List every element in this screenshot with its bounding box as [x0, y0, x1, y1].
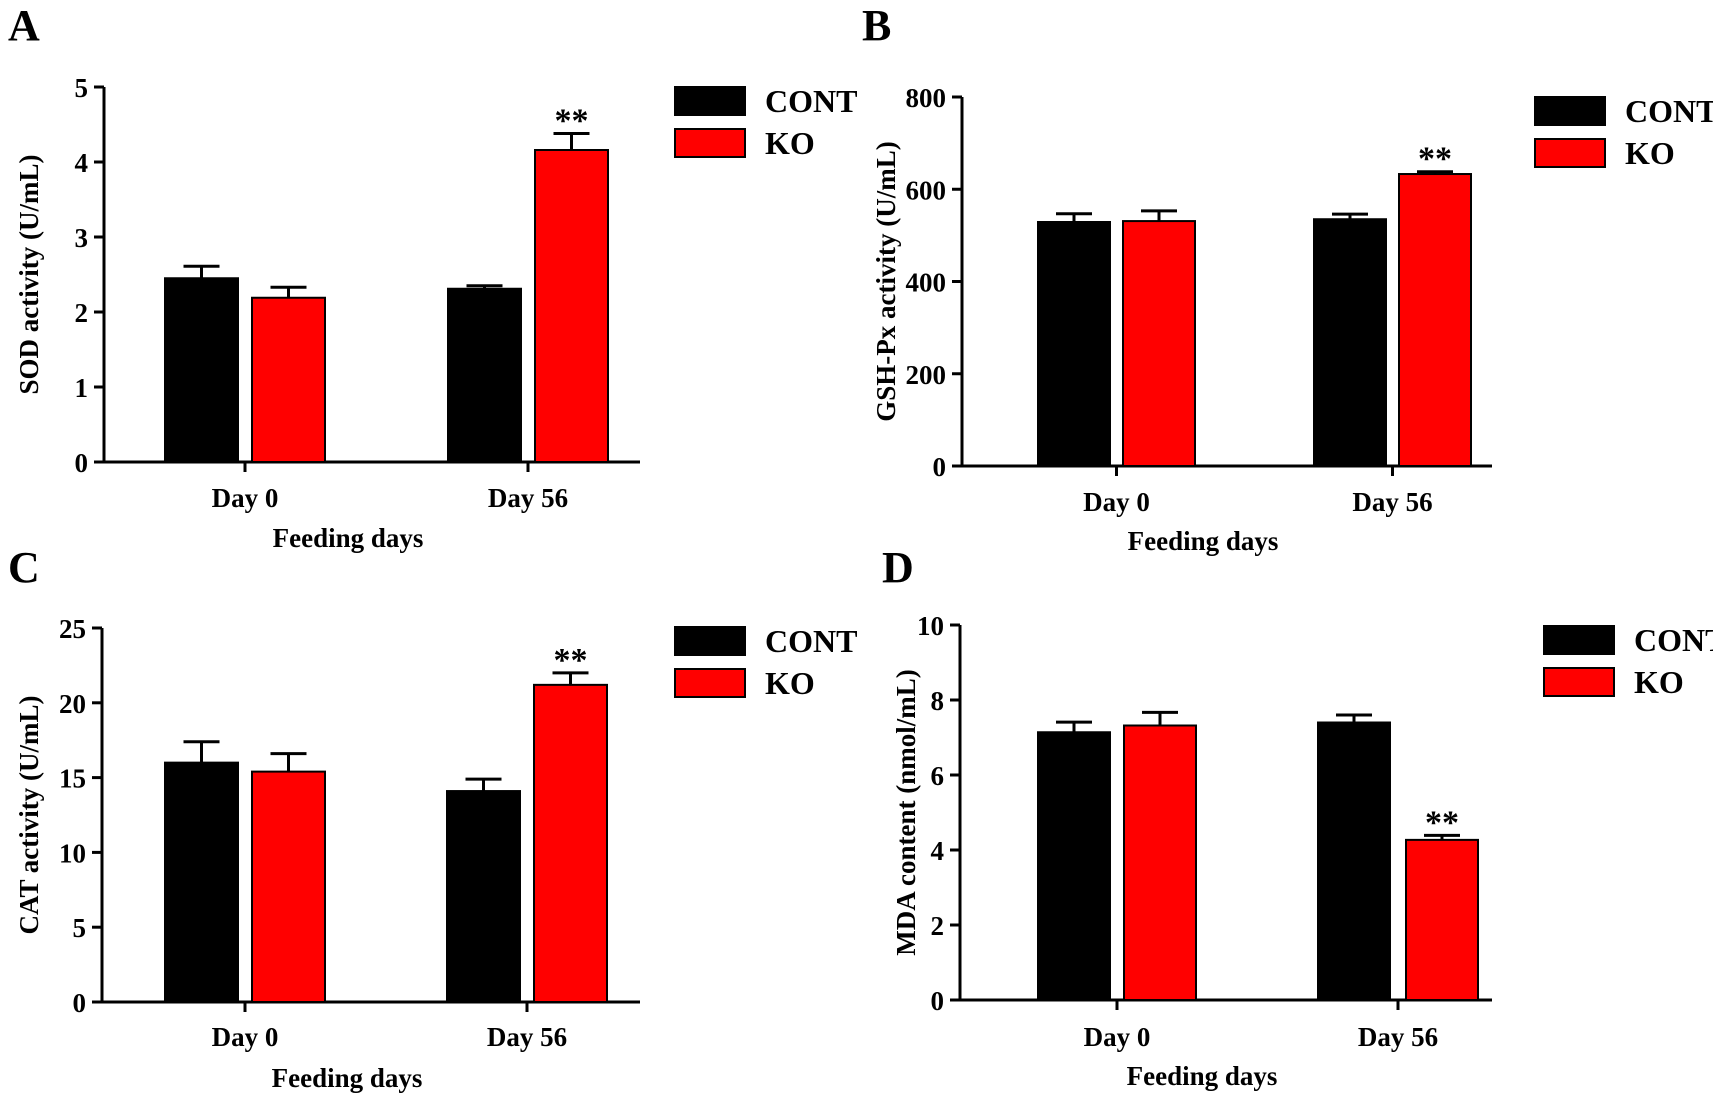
x-axis-label: Feeding days: [1127, 1061, 1278, 1091]
bar-cont-day-0: [1037, 731, 1111, 1001]
y-tick-label: 15: [59, 764, 86, 794]
x-tick-label: Day 56: [488, 483, 568, 513]
legend-label-ko: KO: [765, 125, 815, 161]
bar-ko-day-0: [1123, 724, 1197, 1001]
y-tick-label: 5: [75, 73, 89, 103]
y-tick-label: 0: [75, 448, 89, 478]
y-tick-label: 400: [906, 268, 947, 298]
bar-ko-day-0: [1122, 220, 1196, 467]
panel-b: B 0 200 400 600 800 Day 0 ** Day 56 Feeding days G…: [862, 1, 1713, 556]
panel-letter: A: [8, 1, 40, 50]
legend-swatch-cont: [1543, 625, 1615, 655]
y-axis-label: MDA content (nmol/mL): [891, 669, 921, 955]
legend-label-cont: CONT: [1625, 93, 1713, 129]
y-tick-label: 600: [906, 175, 947, 205]
y-tick-label: 0: [73, 988, 87, 1018]
panel-c: C 0 5 10 15 20 25 Day 0 ** Day 56 Feeding days CAT …: [8, 543, 857, 1093]
y-tick-label: 800: [906, 83, 947, 113]
y-tick-label: 5: [73, 913, 87, 943]
significance-marker: **: [1425, 804, 1459, 841]
y-tick-label: 6: [931, 761, 945, 791]
y-tick-label: 1: [75, 373, 89, 403]
significance-marker: **: [554, 642, 588, 679]
panel-d: D 0 2 4 6 8 10 Day 0 ** Day 56 Feeding days MDA con…: [882, 543, 1713, 1091]
bar-cont-day-0: [1037, 220, 1111, 467]
legend-label-cont: CONT: [765, 623, 857, 659]
x-tick-label: Day 0: [212, 483, 279, 513]
y-tick-label: 0: [931, 986, 945, 1016]
x-tick-label: Day 0: [1083, 487, 1150, 517]
bar-ko-day-56: [533, 683, 608, 1004]
bar-ko-day-56: [1405, 838, 1479, 1001]
bar-ko-day-56: [1398, 173, 1472, 467]
legend-swatch-cont: [674, 86, 746, 116]
bar-cont-day-0: [164, 277, 239, 463]
y-axis-label: GSH-Px activity (U/mL): [871, 141, 901, 421]
legend-label-cont: CONT: [1634, 622, 1713, 658]
legend: CONT KO: [674, 623, 857, 701]
bar-ko-day-0: [251, 770, 326, 1004]
y-tick-label: 200: [906, 360, 947, 390]
legend-swatch-ko: [674, 668, 746, 698]
legend-label-ko: KO: [765, 665, 815, 701]
legend-swatch-ko: [1534, 138, 1606, 168]
bar-ko-day-56: [534, 149, 609, 463]
legend-label-cont: CONT: [765, 83, 857, 119]
x-axis-label: Feeding days: [1128, 526, 1279, 556]
y-tick-label: 4: [931, 836, 945, 866]
y-tick-label: 10: [59, 838, 86, 868]
y-tick-label: 3: [75, 223, 89, 253]
panel-letter: B: [862, 1, 891, 50]
significance-marker: **: [1418, 141, 1452, 178]
x-tick-label: Day 0: [1084, 1022, 1151, 1052]
legend-label-ko: KO: [1625, 135, 1675, 171]
y-tick-label: 10: [917, 611, 944, 641]
y-tick-label: 2: [75, 298, 89, 328]
y-tick-label: 0: [933, 452, 947, 482]
panel-letter: D: [882, 543, 914, 592]
panel-a: A 0 1 2 3 4 5 Day 0 ** Day 56 Feeding days SOD acti…: [8, 1, 857, 553]
y-axis-label: CAT activity (U/mL): [14, 696, 44, 935]
x-tick-label: Day 56: [487, 1022, 567, 1052]
y-tick-label: 4: [75, 148, 89, 178]
x-axis-label: Feeding days: [273, 523, 424, 553]
y-tick-label: 8: [931, 686, 945, 716]
y-tick-label: 2: [931, 911, 945, 941]
x-tick-label: Day 56: [1358, 1022, 1438, 1052]
bar-cont-day-56: [447, 287, 522, 463]
x-tick-label: Day 0: [212, 1022, 279, 1052]
bar-cont-day-56: [446, 790, 521, 1004]
legend: CONT KO: [1534, 93, 1713, 171]
y-tick-label: 20: [59, 689, 86, 719]
bar-cont-day-0: [164, 761, 239, 1004]
bar-cont-day-56: [1313, 218, 1387, 467]
bar-ko-day-0: [251, 296, 326, 463]
legend-swatch-ko: [674, 128, 746, 158]
significance-marker: **: [555, 103, 589, 140]
legend: CONT KO: [1543, 622, 1713, 700]
panel-letter: C: [8, 543, 40, 592]
legend-swatch-cont: [674, 626, 746, 656]
x-tick-label: Day 56: [1352, 487, 1432, 517]
legend: CONT KO: [674, 83, 857, 161]
x-axis-label: Feeding days: [272, 1063, 423, 1093]
legend-swatch-ko: [1543, 667, 1615, 697]
legend-label-ko: KO: [1634, 664, 1684, 700]
y-axis-label: SOD activity (U/mL): [14, 155, 44, 395]
y-tick-label: 25: [59, 614, 86, 644]
bar-cont-day-56: [1317, 721, 1391, 1001]
legend-swatch-cont: [1534, 96, 1606, 126]
